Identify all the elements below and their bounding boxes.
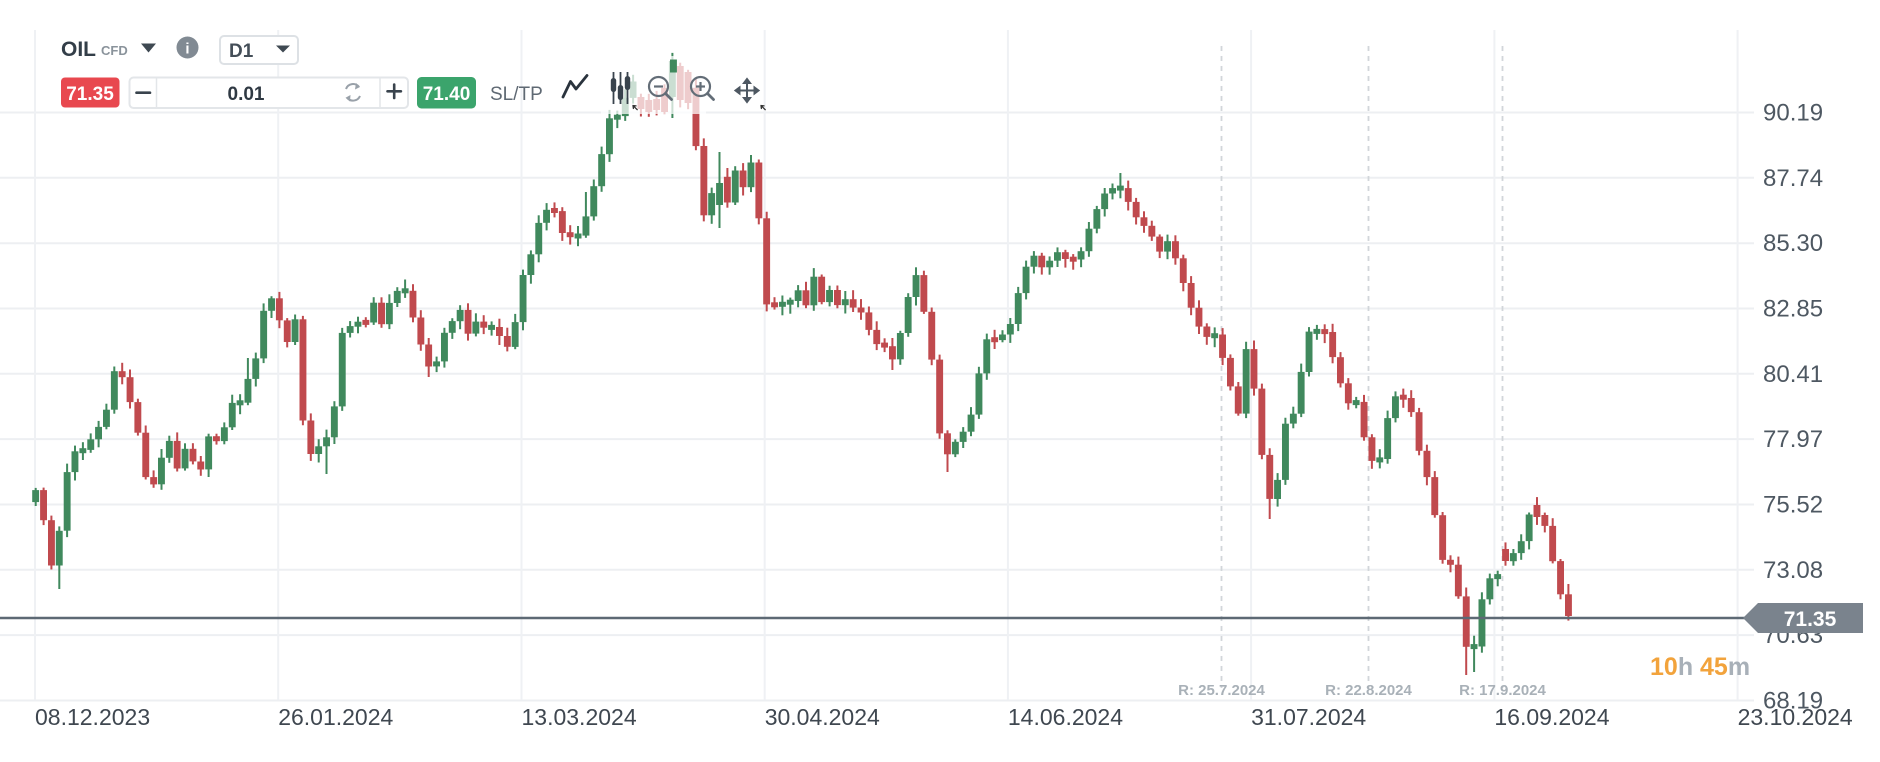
svg-text:85.30: 85.30 [1763,230,1823,257]
svg-text:13.03.2024: 13.03.2024 [522,704,637,730]
svg-text:68.19: 68.19 [1763,688,1823,715]
svg-text:82.85: 82.85 [1763,296,1823,323]
svg-text:71.35: 71.35 [66,84,114,105]
svg-text:R: 17.9.2024: R: 17.9.2024 [1459,682,1546,699]
svg-text:26.01.2024: 26.01.2024 [278,704,393,730]
svg-text:80.41: 80.41 [1763,361,1823,388]
svg-text:71.40: 71.40 [423,84,471,105]
svg-text:71.35: 71.35 [1784,608,1837,631]
svg-text:31.07.2024: 31.07.2024 [1251,704,1366,730]
svg-text:14.06.2024: 14.06.2024 [1008,704,1123,730]
svg-text:77.97: 77.97 [1763,426,1823,453]
svg-text:30.04.2024: 30.04.2024 [765,704,880,730]
svg-text:CFD: CFD [101,43,128,58]
svg-text:SL/TP: SL/TP [490,84,543,105]
svg-text:87.74: 87.74 [1763,165,1823,192]
svg-text:75.52: 75.52 [1763,492,1823,519]
svg-text:R: 22.8.2024: R: 22.8.2024 [1325,682,1412,699]
svg-text:0.01: 0.01 [228,84,265,105]
svg-text:90.19: 90.19 [1763,100,1823,127]
svg-text:23.10.2024: 23.10.2024 [1738,704,1853,730]
svg-text:OIL: OIL [61,38,96,61]
svg-text:D1: D1 [229,41,254,62]
svg-text:i: i [185,41,189,58]
svg-text:R: 25.7.2024: R: 25.7.2024 [1178,682,1265,699]
svg-text:10h 45m: 10h 45m [1650,653,1750,681]
svg-text:08.12.2023: 08.12.2023 [35,704,150,730]
svg-text:16.09.2024: 16.09.2024 [1494,704,1609,730]
svg-text:73.08: 73.08 [1763,557,1823,584]
